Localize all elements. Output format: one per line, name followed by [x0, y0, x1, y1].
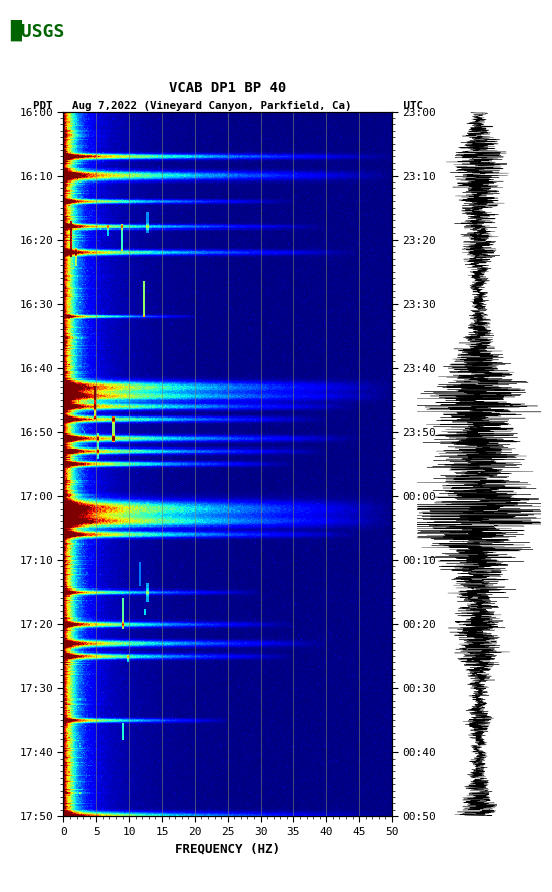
Text: VCAB DP1 BP 40: VCAB DP1 BP 40 [169, 81, 286, 95]
Text: PDT   Aug 7,2022 (Vineyard Canyon, Parkfield, Ca)        UTC: PDT Aug 7,2022 (Vineyard Canyon, Parkfie… [33, 101, 423, 111]
Text: █USGS: █USGS [10, 20, 65, 41]
X-axis label: FREQUENCY (HZ): FREQUENCY (HZ) [175, 842, 280, 855]
